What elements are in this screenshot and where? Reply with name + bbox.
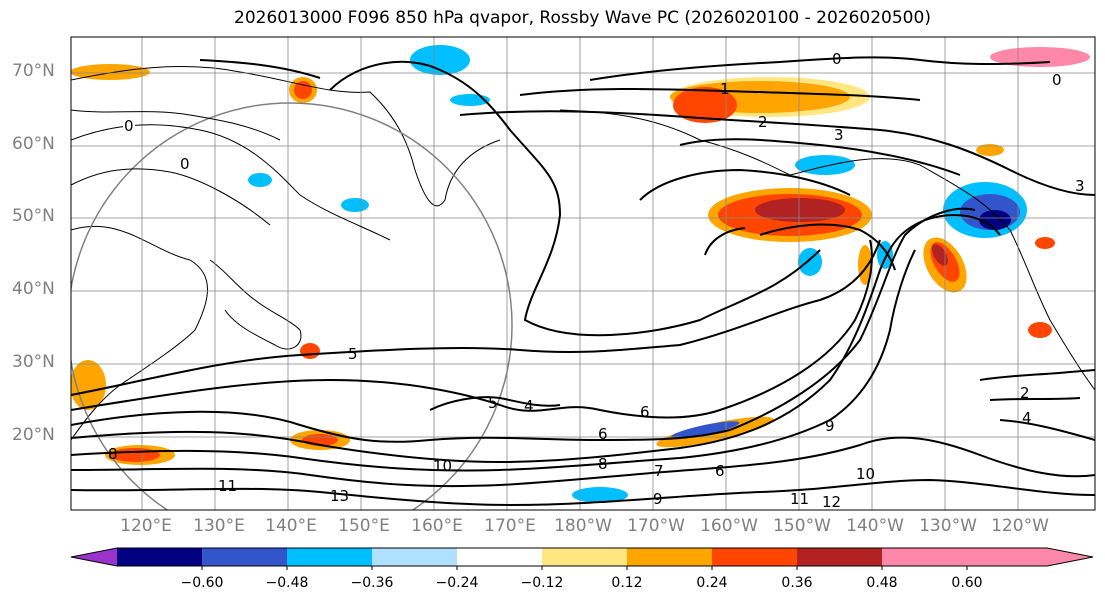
colorbar-tick-label: 0.36 [781, 575, 813, 591]
colorbar-segment [202, 548, 287, 566]
lat-label: 20°N [12, 425, 55, 445]
lon-label: 140°W [846, 516, 904, 536]
colorbar-tick-label: −0.60 [180, 575, 224, 591]
lon-label: 180°W [554, 516, 612, 536]
colorbar-segment [797, 548, 882, 566]
map-plot-area [71, 37, 1095, 510]
colorbar-segment [287, 548, 372, 566]
lat-label: 50°N [12, 206, 55, 226]
colorbar-tick-label: −0.36 [350, 575, 394, 591]
map-title: 2026013000 F096 850 hPa qvapor, Rossby W… [234, 8, 931, 28]
lat-label: 70°N [12, 61, 55, 81]
lon-label: 160°E [411, 516, 463, 536]
colorbar-tick-label: −0.24 [435, 575, 479, 591]
thick-contours [71, 56, 1095, 507]
lon-label: 170°W [627, 516, 685, 536]
colorbar-tick-label: 0.12 [611, 575, 643, 591]
colorbar-segment [627, 548, 712, 566]
colorbar-tick-label: 0.48 [866, 575, 898, 591]
lon-label: 170°E [484, 516, 536, 536]
colorbar-segment [712, 548, 797, 566]
colorbar-segment [542, 548, 627, 566]
colorbar-extend-min [71, 548, 117, 566]
lat-label: 40°N [12, 279, 55, 299]
qvapor-shading [71, 45, 1090, 503]
colorbar-segment [882, 548, 967, 566]
colorbar-segment [457, 548, 542, 566]
colorbar [70, 547, 1094, 570]
lon-label: 140°E [265, 516, 317, 536]
grid-lines [71, 37, 1095, 510]
lon-label: 150°E [338, 516, 390, 536]
colorbar-tick-label: −0.48 [265, 575, 309, 591]
coastlines [71, 66, 1095, 441]
colorbar-extend-max [967, 548, 1093, 566]
colorbar-segment [117, 548, 202, 566]
lon-label: 160°W [700, 516, 758, 536]
lon-label: 130°E [193, 516, 245, 536]
colorbar-segment [372, 548, 457, 566]
reference-circle [71, 102, 513, 510]
colorbar-tick-label: 0.24 [696, 575, 728, 591]
lon-label: 150°W [773, 516, 831, 536]
lon-label: 120°W [991, 516, 1049, 536]
lon-label: 130°W [919, 516, 977, 536]
colorbar-tick-label: −0.12 [520, 575, 564, 591]
colorbar-tick-label: 0.60 [951, 575, 983, 591]
lat-label: 60°N [12, 134, 55, 154]
map-frame [70, 36, 1096, 511]
lon-label: 120°E [120, 516, 172, 536]
lat-label: 30°N [12, 352, 55, 372]
